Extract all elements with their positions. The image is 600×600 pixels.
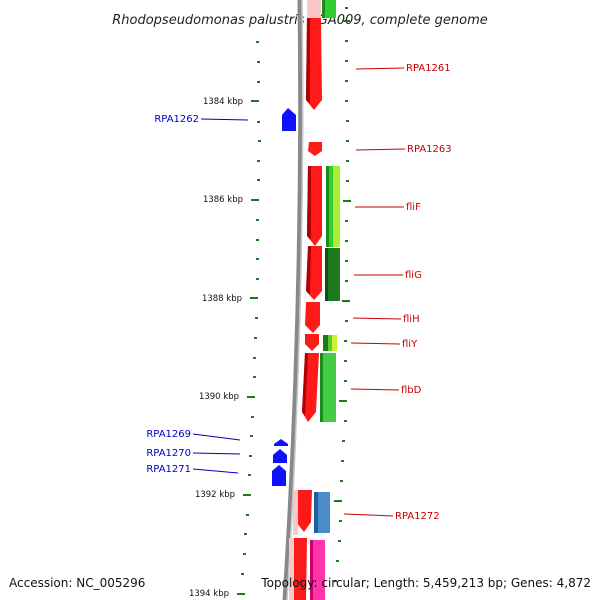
gene-label-rpa1263: RPA1263 (407, 144, 452, 155)
gene-label-rpa1269: RPA1269 (146, 429, 191, 440)
kbp-label-1394: 1394 kbp (189, 589, 229, 599)
gene-arrow-rpa1270 (273, 449, 287, 463)
gene-label-flig: fliG (405, 270, 422, 281)
gene-block-flig (325, 248, 340, 301)
gene-label-rpa1262: RPA1262 (154, 114, 199, 125)
scale-major-ticks (237, 100, 259, 595)
kbp-label-1386: 1386 kbp (203, 195, 243, 205)
genome-backbone (282, 0, 304, 600)
gene-label-flif: fliF (406, 202, 421, 213)
red-gene-arrows (291, 18, 322, 600)
gene-block-flbd (320, 353, 336, 422)
gene-label-flbd: flbD (401, 385, 422, 396)
topology-text: Topology: circular; Length: 5,459,213 bp… (260, 576, 591, 590)
right-label-lines (343, 67, 406, 517)
gene-block-magenta (310, 540, 325, 600)
gene-arrow-rpa1269 (274, 439, 288, 446)
gene-arrow-rpa1271 (272, 465, 286, 486)
top-partial-features (307, 0, 336, 18)
kbp-label-1390: 1390 kbp (199, 392, 239, 402)
gene-label-rpa1270: RPA1270 (146, 448, 191, 459)
scale-major-ticks-right (334, 20, 351, 502)
gene-arrow-rpa1263 (308, 142, 322, 156)
gene-arrow-rpa1272 (296, 490, 312, 532)
kbp-label-1388: 1388 kbp (202, 294, 242, 304)
accession-text: Accession: NC_005296 (9, 576, 145, 590)
green-gene-blocks (320, 166, 340, 422)
gene-label-fliy: fliY (402, 339, 418, 350)
kbp-label-1392: 1392 kbp (195, 490, 235, 500)
kbp-label-1384: 1384 kbp (203, 97, 243, 107)
scale-dots-right (334, 7, 349, 582)
gene-label-rpa1272: RPA1272 (395, 511, 440, 522)
gene-label-rpa1271: RPA1271 (146, 464, 191, 475)
gene-arrow-flih (305, 302, 320, 333)
gene-arrow-fliy (305, 334, 319, 351)
blue-gene-arrows (272, 108, 296, 486)
gene-arrow-rpa1262 (282, 108, 296, 131)
left-label-lines (192, 118, 249, 474)
gene-arrow-bottom (291, 538, 307, 600)
gene-label-rpa1261: RPA1261 (406, 63, 451, 74)
scale-dots-left (241, 41, 261, 575)
gene-label-flih: fliH (403, 314, 420, 325)
